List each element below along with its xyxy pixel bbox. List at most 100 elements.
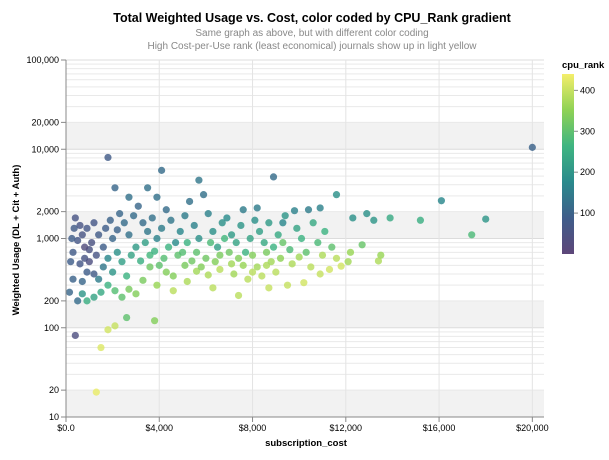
- data-point: [97, 343, 105, 352]
- data-point: [190, 221, 198, 230]
- data-point: [183, 277, 191, 286]
- data-point: [130, 212, 138, 220]
- plot-band: [66, 300, 544, 328]
- data-point: [144, 184, 152, 192]
- y-tick-label: 20: [49, 385, 59, 395]
- data-point: [202, 254, 210, 262]
- data-point: [123, 272, 131, 280]
- data-point: [209, 284, 217, 292]
- data-point: [204, 210, 212, 218]
- data-point: [146, 263, 154, 271]
- data-point: [167, 216, 175, 224]
- chart-title: Total Weighted Usage vs. Cost, color cod…: [113, 11, 511, 25]
- data-point: [158, 224, 166, 232]
- data-point: [83, 224, 91, 232]
- data-point: [377, 251, 385, 259]
- data-point: [97, 288, 105, 296]
- data-point: [181, 261, 189, 269]
- data-point: [78, 231, 86, 239]
- data-point: [111, 184, 119, 192]
- data-point: [78, 290, 86, 298]
- data-point: [148, 214, 156, 222]
- data-point: [74, 297, 82, 305]
- data-point: [69, 275, 77, 283]
- data-point: [151, 317, 159, 325]
- data-point: [171, 238, 180, 247]
- data-point: [104, 281, 112, 289]
- data-point: [162, 206, 170, 214]
- data-point: [307, 263, 315, 271]
- data-point: [314, 238, 322, 247]
- data-point: [125, 193, 133, 201]
- data-point: [123, 313, 131, 322]
- data-point: [279, 219, 287, 227]
- data-point: [216, 251, 224, 259]
- data-point: [251, 216, 259, 224]
- data-point: [332, 254, 341, 262]
- data-point: [211, 258, 219, 266]
- data-point: [416, 216, 425, 224]
- data-point: [106, 216, 114, 224]
- data-point: [234, 254, 243, 262]
- data-point: [195, 234, 203, 243]
- data-point: [248, 251, 257, 259]
- y-tick-label: 20,000: [31, 117, 59, 127]
- color-legend: cpu_rank 100 200 300 400: [562, 60, 605, 254]
- data-point: [178, 248, 187, 256]
- data-point: [332, 191, 341, 199]
- data-point: [113, 226, 121, 234]
- data-point: [225, 248, 233, 256]
- data-point: [386, 214, 394, 222]
- x-tick-label: $20,000: [516, 423, 549, 433]
- data-point: [162, 268, 170, 276]
- y-tick-label: 10: [49, 412, 59, 422]
- data-point: [125, 231, 133, 239]
- data-point: [325, 265, 334, 274]
- plot-band: [66, 390, 544, 417]
- data-point: [92, 388, 100, 396]
- data-point: [90, 293, 98, 301]
- data-point: [197, 263, 205, 271]
- data-point: [246, 234, 254, 243]
- plot-band: [66, 122, 544, 150]
- data-points: [65, 143, 536, 396]
- data-point: [244, 275, 252, 283]
- data-point: [295, 253, 303, 261]
- data-point: [188, 257, 196, 265]
- data-point: [176, 227, 184, 236]
- data-point: [274, 231, 282, 239]
- data-point: [237, 221, 245, 230]
- data-point: [209, 227, 217, 236]
- data-point: [109, 268, 117, 276]
- data-point: [104, 153, 112, 162]
- data-point: [70, 224, 78, 232]
- data-point: [102, 224, 110, 232]
- legend-gradient-bar: [562, 74, 574, 254]
- data-point: [185, 197, 194, 206]
- legend-tick-label: 200: [580, 167, 595, 177]
- data-point: [253, 263, 261, 271]
- data-point: [83, 297, 91, 305]
- data-point: [297, 234, 306, 243]
- data-point: [144, 227, 152, 236]
- legend-tick-label: 300: [580, 126, 595, 136]
- data-point: [269, 243, 278, 251]
- data-point: [195, 176, 203, 184]
- data-point: [109, 234, 117, 243]
- x-tick-label: $12,000: [330, 423, 363, 433]
- data-point: [227, 260, 236, 268]
- data-point: [346, 248, 355, 256]
- data-point: [528, 143, 536, 151]
- data-point: [160, 254, 168, 262]
- data-point: [76, 221, 84, 230]
- x-tick-label: $4,000: [146, 423, 174, 433]
- data-point: [206, 238, 215, 247]
- data-point: [104, 326, 112, 334]
- data-point: [318, 251, 327, 259]
- data-point: [279, 238, 287, 247]
- data-point: [65, 288, 74, 296]
- data-point: [241, 248, 250, 256]
- data-point: [81, 243, 89, 251]
- data-point: [132, 290, 140, 298]
